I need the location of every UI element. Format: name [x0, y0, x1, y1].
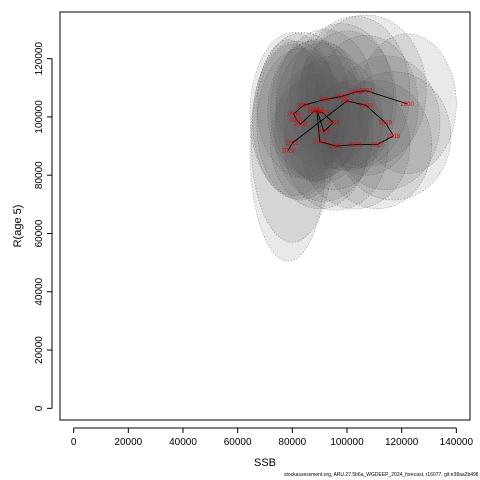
- year-label-2002: 2002: [349, 90, 363, 96]
- year-label-2022: 2022: [286, 141, 300, 147]
- year-label-2001: 2001: [359, 89, 373, 95]
- trajectory-line: [287, 90, 408, 151]
- year-label-2010: 2010: [316, 111, 330, 117]
- year-label-2014: 2014: [313, 140, 327, 146]
- year-label-2017: 2017: [370, 143, 384, 149]
- x-axis: 0 20000 40000 60000 80000 100000 120000 140000: [71, 427, 474, 448]
- y-axis: 0 20000 40000 60000 80000 100000 120000: [34, 42, 53, 411]
- x-tick-label: 140000: [440, 437, 474, 448]
- year-label-2003: 2003: [335, 95, 349, 101]
- year-label-2005: 2005: [297, 103, 311, 109]
- x-tick-label: 120000: [385, 437, 419, 448]
- y-axis-label: R(age 5): [12, 205, 24, 248]
- year-label-2007: 2007: [290, 118, 304, 124]
- ellipse-2023: [249, 39, 327, 262]
- y-tick-label: 120000: [34, 42, 45, 76]
- x-tick-label: 80000: [278, 437, 306, 448]
- year-label-2000: 2000: [400, 102, 414, 108]
- year-label-2020: 2020: [359, 103, 373, 109]
- year-label-2021: 2021: [340, 99, 354, 105]
- y-tick-label: 60000: [34, 219, 45, 247]
- year-label-2019: 2019: [379, 121, 393, 127]
- year-label-2004: 2004: [318, 97, 332, 103]
- year-label-2012: 2012: [317, 129, 331, 135]
- trajectory: [287, 90, 408, 151]
- year-label-2009: 2009: [308, 109, 322, 115]
- x-tick-label: 0: [71, 437, 77, 448]
- x-axis-label: SSB: [254, 457, 276, 469]
- year-label-2015: 2015: [329, 144, 343, 150]
- year-label-2008: 2008: [294, 122, 308, 128]
- year-label-2016: 2016: [349, 143, 363, 149]
- y-tick-label: 80000: [34, 161, 45, 189]
- plot-frame: [59, 11, 471, 421]
- year-label-2006: 2006: [287, 112, 301, 118]
- year-label-2018: 2018: [387, 134, 401, 140]
- year-label-2011: 2011: [327, 121, 341, 127]
- uncertainty-ellipses: [249, 14, 457, 262]
- y-tick-label: 40000: [34, 277, 45, 305]
- x-tick-label: 40000: [169, 437, 197, 448]
- x-tick-label: 60000: [224, 437, 252, 448]
- x-tick-label: 100000: [330, 437, 364, 448]
- year-label-2013: 2013: [310, 108, 324, 114]
- y-tick-label: 20000: [34, 336, 45, 364]
- y-tick-label: 100000: [34, 100, 45, 134]
- x-tick-label: 20000: [114, 437, 142, 448]
- y-tick-label: 0: [34, 405, 45, 411]
- year-label-2023: 2023: [282, 148, 296, 154]
- source-note: stockassessment.org, ARU.27.5b6a_WGDEEP_…: [284, 472, 478, 478]
